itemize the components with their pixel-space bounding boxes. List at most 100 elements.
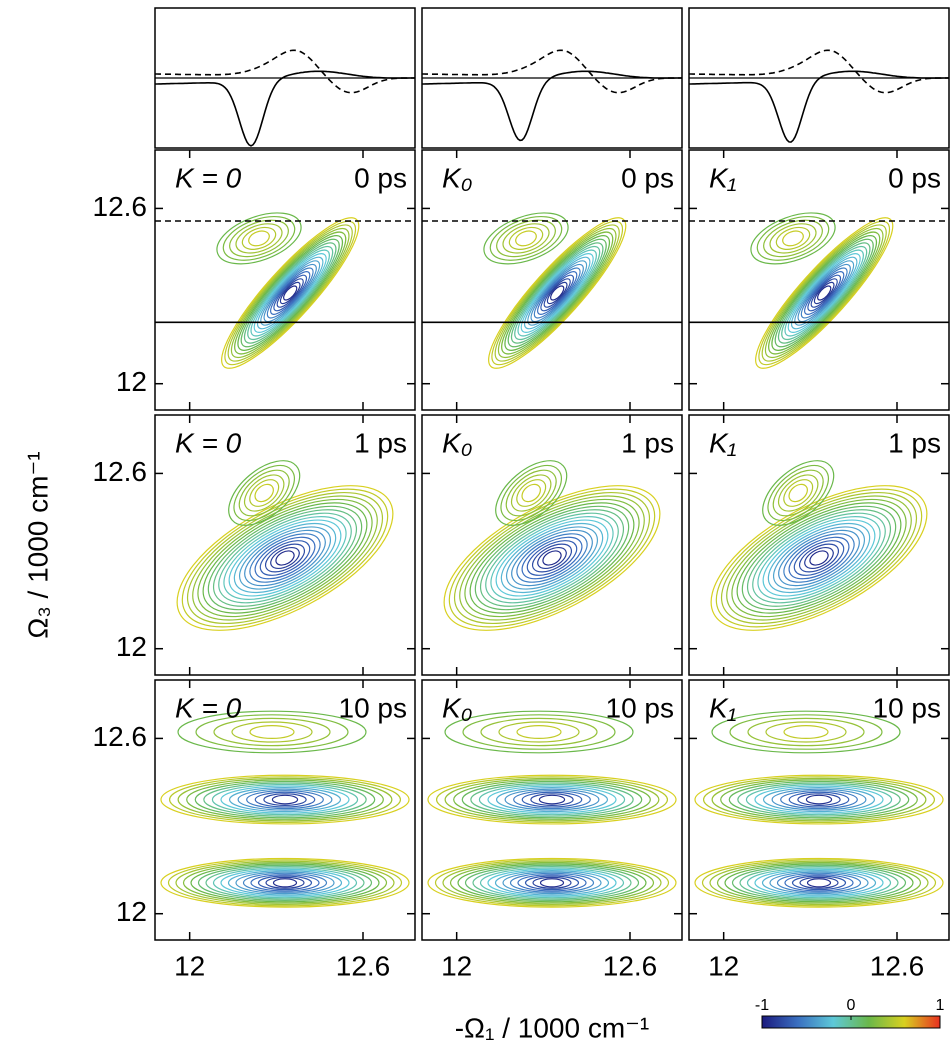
panel-frame: [688, 679, 950, 941]
contour-line: [227, 870, 343, 896]
contour-line: [763, 219, 823, 258]
contour-line: [238, 469, 290, 517]
contour-line: [479, 509, 625, 607]
contour-line: [243, 474, 285, 512]
contour-line: [804, 271, 845, 315]
contour-line: [515, 230, 537, 247]
contour-line: [205, 865, 365, 900]
contour-line: [229, 219, 289, 258]
contour-line: [246, 790, 324, 810]
contour-line: [799, 876, 839, 889]
panel-frame: [421, 149, 683, 411]
x-tick-label: 12: [441, 950, 472, 981]
contour-line: [757, 516, 881, 600]
panel-label: K = 0: [175, 162, 242, 193]
contour-line: [167, 859, 403, 907]
y-tick-label: 12.6: [93, 191, 148, 222]
colorbar-tick-label: 1: [936, 997, 945, 1014]
contour-line: [711, 777, 927, 822]
contour-line: [507, 238, 607, 348]
contour-line: [769, 223, 817, 254]
contour-line: [780, 790, 858, 810]
contour-line: [228, 460, 301, 526]
time-label: 1 ps: [621, 427, 674, 458]
contour-line: [459, 495, 645, 621]
contour-line: [510, 474, 552, 512]
contour-line: [798, 543, 840, 573]
contour-line: [257, 875, 313, 891]
contour-line: [449, 861, 655, 904]
contour-line: [241, 226, 277, 250]
contour-line: [249, 724, 295, 739]
contour-line: [754, 868, 884, 897]
contour-line: [192, 495, 378, 621]
contour-line: [771, 788, 867, 811]
contour-line: [237, 788, 333, 811]
contour-line: [276, 278, 304, 308]
contour-line: [488, 217, 627, 369]
contour-line: [244, 529, 326, 587]
contour-line: [211, 783, 359, 816]
contour-line: [250, 249, 330, 337]
contour-line: [175, 860, 395, 906]
contour-line: [443, 485, 661, 631]
contour-line: [550, 285, 565, 301]
contour-line: [279, 281, 301, 305]
contour-line: [542, 550, 562, 566]
y-tick-label: 12: [116, 366, 147, 397]
contour-line: [462, 714, 616, 750]
contour-line: [197, 498, 373, 618]
contour-line: [514, 245, 601, 341]
contour-line: [220, 868, 350, 897]
contour-line: [765, 721, 847, 743]
contour-line: [176, 485, 394, 631]
contour-line: [772, 526, 866, 590]
contour-line: [505, 526, 599, 590]
contour-line: [495, 519, 609, 597]
panel-label: K₁: [709, 692, 737, 723]
contour-line: [202, 502, 368, 614]
contour-line: [788, 536, 850, 580]
panel-label: K = 0: [175, 427, 242, 458]
contour-line: [761, 224, 887, 362]
contour-line: [737, 782, 901, 817]
panel-frame: [421, 414, 683, 676]
panel-label: K₀: [442, 427, 473, 458]
contours: [443, 460, 661, 631]
contour-line: [457, 863, 647, 903]
contour-line: [502, 223, 550, 254]
panel-frame: [154, 679, 416, 941]
contour-line: [453, 779, 651, 820]
contour-line: [761, 870, 877, 896]
panel-frame: [154, 149, 416, 411]
contour-line: [747, 717, 865, 747]
time-label: 10 ps: [606, 692, 675, 723]
contour-line: [257, 256, 324, 330]
contour-line: [497, 227, 617, 359]
contour-line: [197, 864, 373, 901]
contour-line: [777, 242, 871, 344]
contour-line: [782, 230, 804, 247]
time-label: 0 ps: [354, 162, 407, 193]
contour-line: [527, 260, 588, 326]
contour-line: [495, 787, 609, 813]
contour-line: [781, 245, 868, 341]
contour-line: [248, 230, 270, 247]
contour-line: [275, 550, 295, 566]
contour-line: [517, 249, 597, 337]
contour-line: [764, 227, 884, 359]
y-axis-label: Ω₃ / 1000 cm⁻¹: [22, 451, 53, 638]
contour-line: [233, 522, 337, 594]
contour-line: [242, 872, 328, 893]
contour-line: [797, 263, 851, 323]
contour-line: [809, 550, 829, 566]
time-label: 10 ps: [873, 692, 942, 723]
contour-line: [778, 529, 860, 587]
contours: [160, 710, 410, 908]
contour-line: [531, 543, 573, 573]
contour-line: [775, 226, 811, 250]
contour-line: [264, 543, 306, 573]
contour-line: [716, 861, 922, 904]
contour-line: [709, 860, 929, 906]
contour-line: [270, 546, 300, 570]
